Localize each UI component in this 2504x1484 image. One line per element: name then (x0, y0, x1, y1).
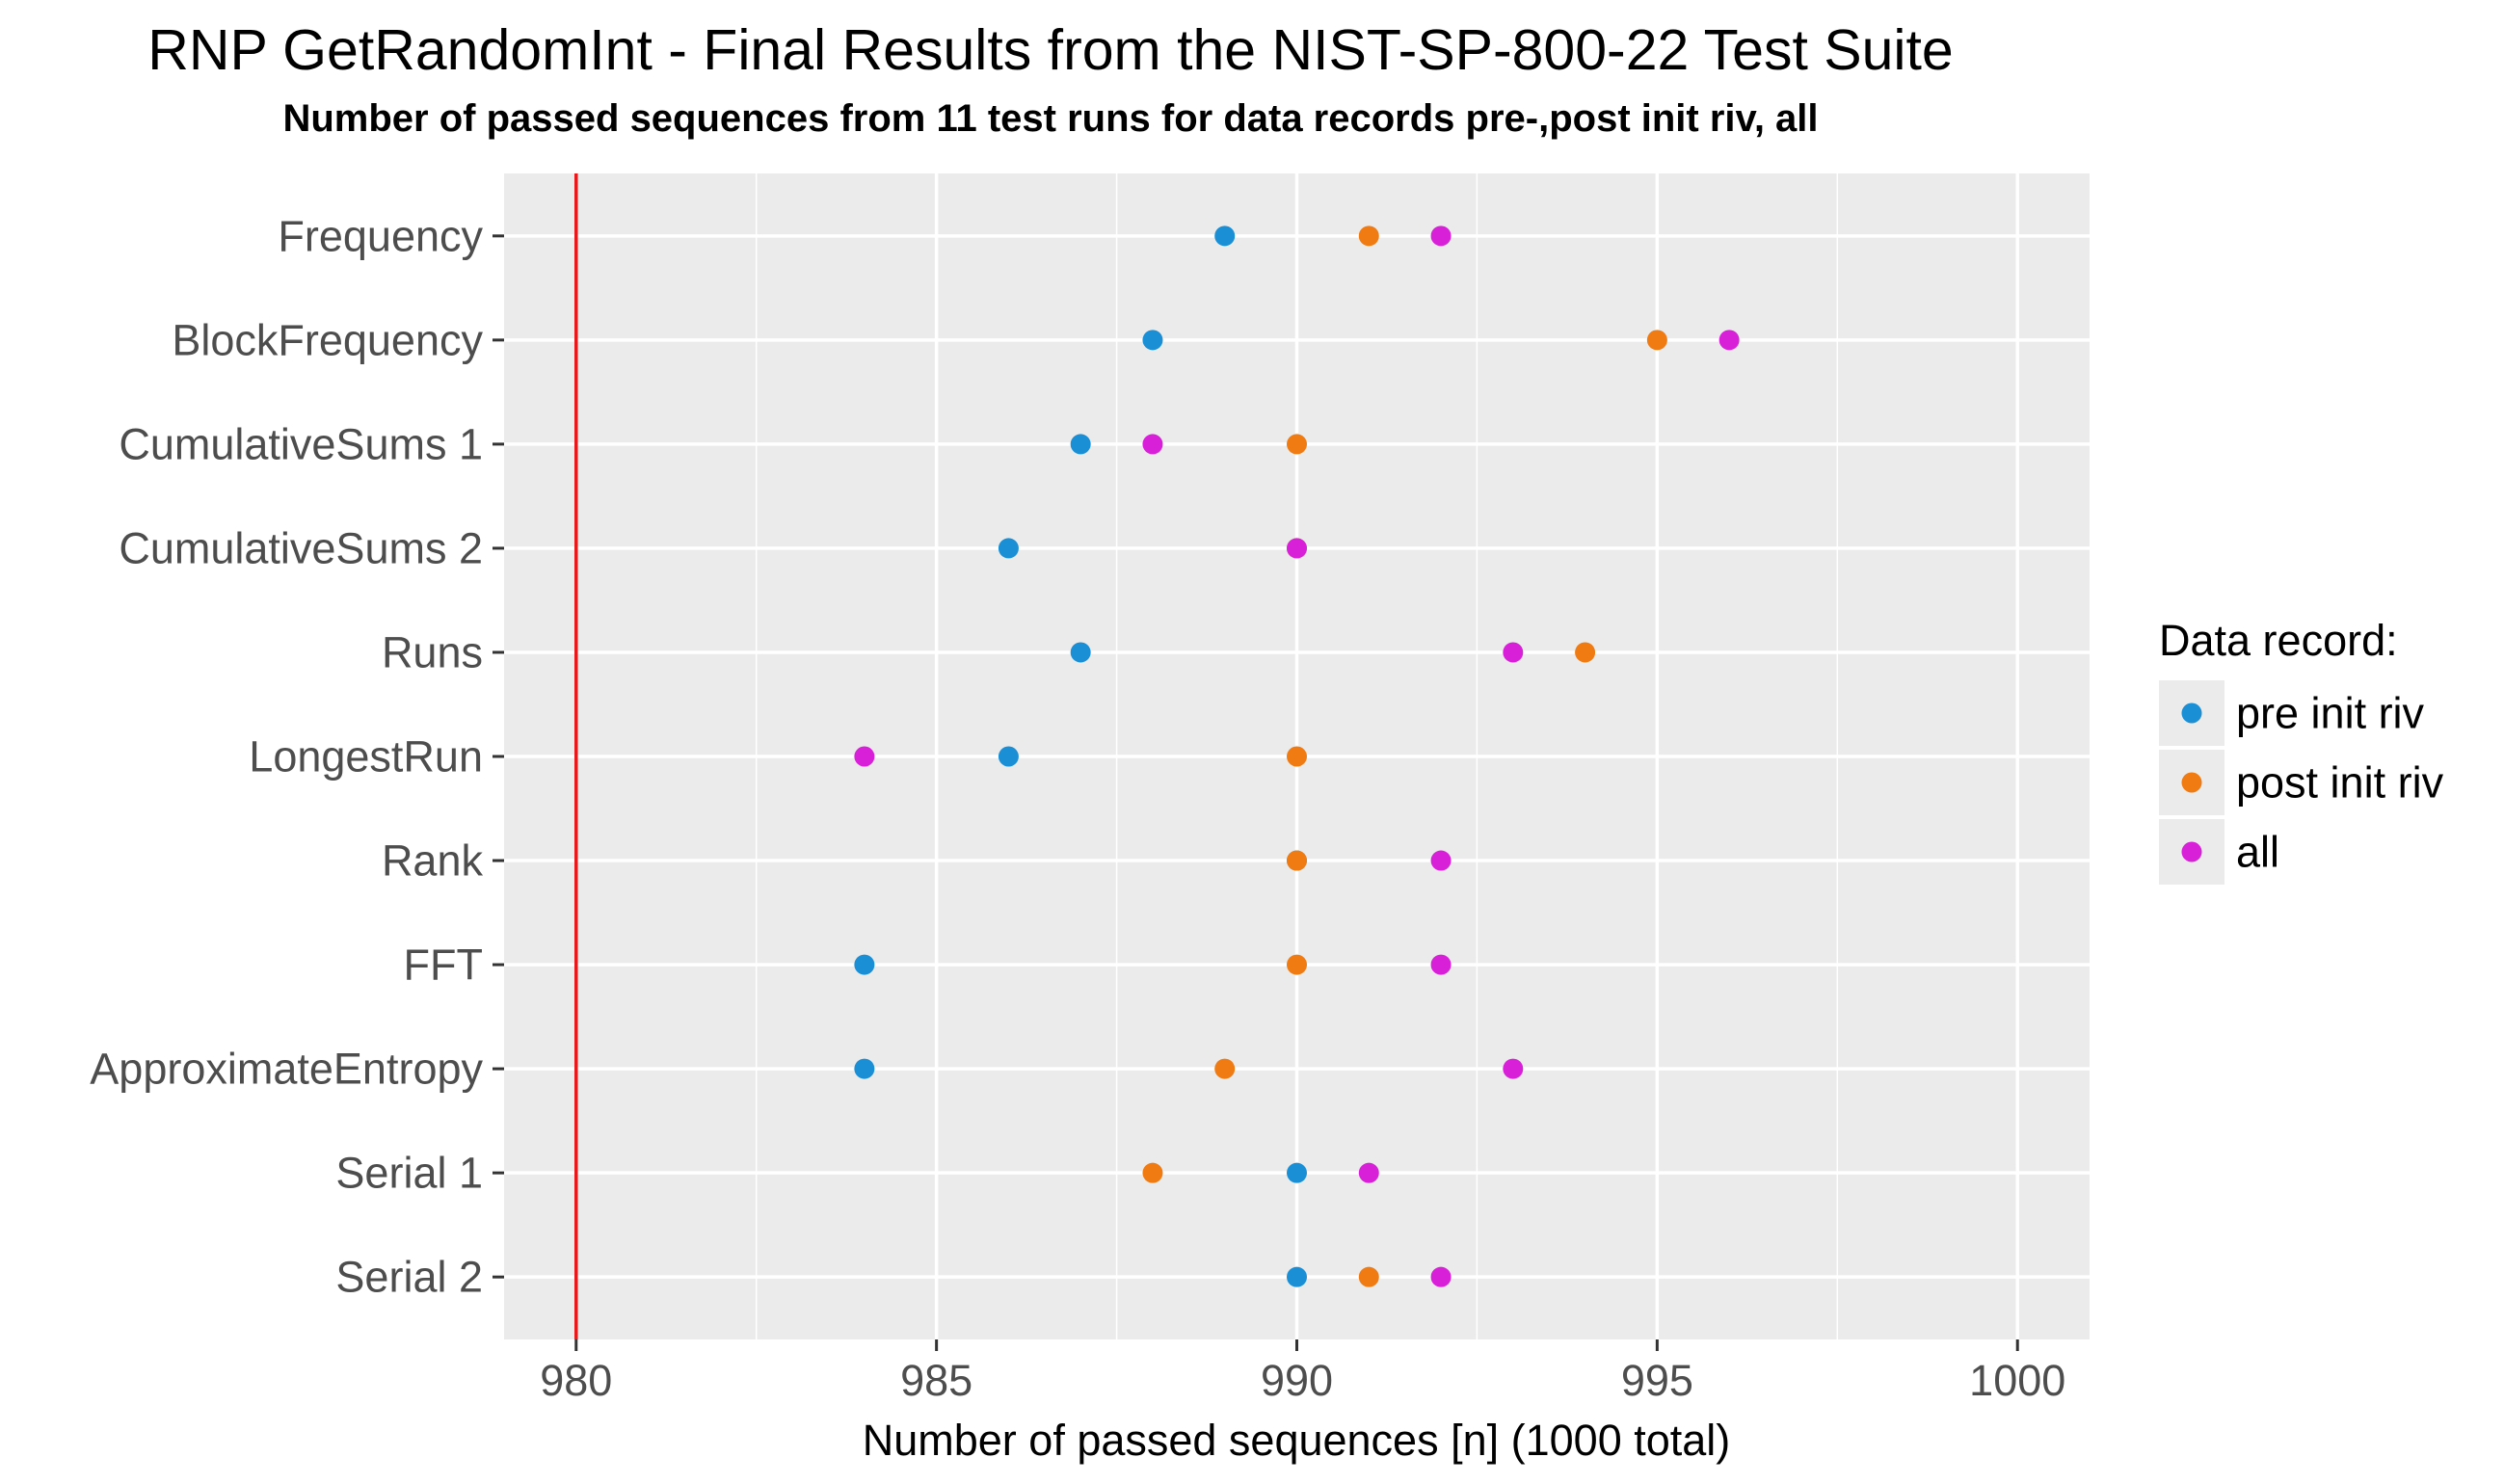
legend-title: Data record: (2159, 616, 2398, 665)
data-point (1070, 434, 1091, 455)
chart-title: RNP GetRandomInt - Final Results from th… (147, 18, 1953, 82)
data-point (1142, 1162, 1163, 1183)
points (854, 225, 1740, 1287)
data-point (1070, 642, 1091, 663)
data-point (1358, 225, 1379, 247)
data-point (1142, 330, 1163, 351)
data-point (1358, 1162, 1379, 1183)
data-point (1214, 1058, 1236, 1079)
legend-swatch (2181, 841, 2202, 862)
data-point (1287, 1162, 1307, 1183)
y-tick-label: BlockFrequency (172, 315, 483, 364)
legend-label: all (2236, 828, 2279, 877)
y-tick-label: LongestRun (249, 732, 483, 782)
data-point (1287, 1266, 1307, 1287)
data-point (1430, 954, 1452, 975)
data-point (1287, 850, 1307, 871)
y-tick-label: Serial 2 (335, 1253, 483, 1302)
data-point (1287, 434, 1307, 455)
data-point (1718, 330, 1740, 351)
y-tick-label: Frequency (278, 211, 483, 260)
data-point (1358, 1266, 1379, 1287)
data-point (1575, 642, 1596, 663)
x-tick-label: 985 (900, 1356, 972, 1405)
legend: Data record: pre init riv post init riv al… (2159, 616, 2444, 885)
x-tick-label: 980 (540, 1356, 612, 1405)
x-axis-title: Number of passed sequences [n] (1000 tot… (863, 1416, 1731, 1465)
data-point (854, 954, 875, 975)
data-point (1503, 1058, 1524, 1079)
data-point (854, 746, 875, 767)
data-point (1287, 746, 1307, 767)
y-tick-label: ApproximateEntropy (90, 1045, 483, 1094)
y-tick-label: Serial 1 (335, 1149, 483, 1198)
x-tick-label: 990 (1261, 1356, 1333, 1405)
data-point (1646, 330, 1667, 351)
legend-label: pre init riv (2236, 689, 2425, 738)
data-point (1430, 225, 1452, 247)
y-tick-label: CumulativeSums 2 (119, 523, 483, 572)
y-tick-label: Rank (382, 836, 484, 886)
data-point (854, 1058, 875, 1079)
legend-swatch (2181, 772, 2202, 793)
y-axis: Frequency BlockFrequency CumulativeSums 1 C… (90, 211, 504, 1302)
y-tick-label: Runs (382, 627, 483, 676)
y-tick-label: CumulativeSums 1 (119, 419, 483, 468)
legend-label: post init riv (2236, 758, 2444, 808)
data-point (1430, 1266, 1452, 1287)
data-point (1214, 225, 1236, 247)
chart-subtitle: Number of passed sequences from 11 test … (282, 97, 1818, 140)
x-tick-label: 995 (1621, 1356, 1693, 1405)
data-point (1430, 850, 1452, 871)
data-point (1287, 954, 1307, 975)
legend-items: pre init riv post init riv all (2159, 680, 2444, 885)
data-point (1142, 434, 1163, 455)
x-axis: 980 985 990 995 1000 (540, 1339, 2065, 1405)
data-point (1503, 642, 1524, 663)
data-point (998, 746, 1019, 767)
y-tick-label: FFT (404, 941, 483, 990)
data-point (998, 538, 1019, 559)
x-tick-label: 1000 (1969, 1356, 2065, 1405)
data-point (1287, 538, 1307, 559)
legend-swatch (2181, 702, 2202, 724)
